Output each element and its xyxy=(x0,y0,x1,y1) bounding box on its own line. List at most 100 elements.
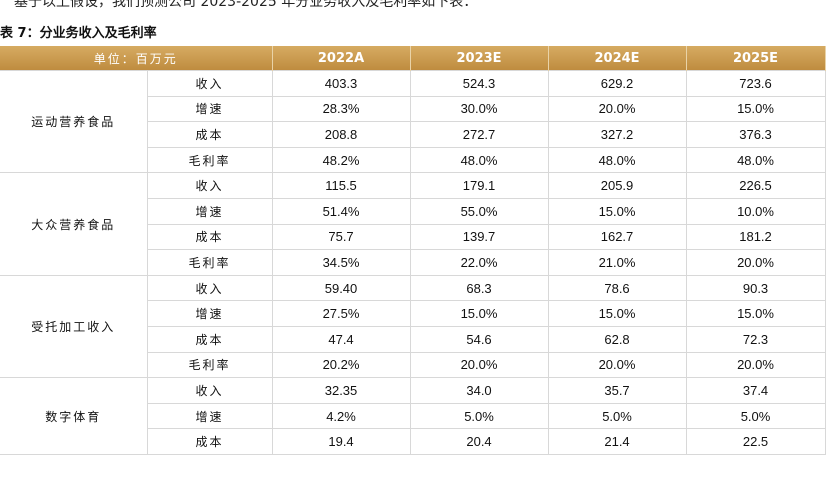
metric-value: 524.3 xyxy=(409,70,549,97)
metric-value: 48.0% xyxy=(409,146,549,174)
metric-value: 15.0% xyxy=(685,95,826,123)
data-table: 单位：百万元 2022A 2023E 2024E 2025E 运动营养食品 收入 403.3… xyxy=(0,46,826,455)
metric-value: 20.2% xyxy=(271,351,411,379)
year-header: 2024E xyxy=(548,46,687,71)
metric-value: 5.0% xyxy=(685,402,826,430)
table-row: 成本 19.4 20.4 21.4 22.5 xyxy=(0,428,826,455)
metric-value: 48.0% xyxy=(685,146,826,174)
metric-value: 20.0% xyxy=(409,351,549,379)
metric-value: 20.0% xyxy=(685,249,826,276)
metric-label: 增速 xyxy=(146,95,273,123)
metric-value: 51.4% xyxy=(271,197,411,225)
metric-value: 48.2% xyxy=(271,146,411,174)
metric-label: 成本 xyxy=(146,121,273,148)
metric-value: 19.4 xyxy=(271,428,411,455)
metric-value: 34.5% xyxy=(271,249,411,276)
metric-value: 15.0% xyxy=(409,300,549,327)
metric-label: 成本 xyxy=(146,428,273,455)
metric-label: 毛利率 xyxy=(146,351,273,379)
metric-value: 75.7 xyxy=(271,223,411,251)
segment-name: 大众营养食品 xyxy=(0,172,148,276)
table-row: 增速 28.3% 30.0% 20.0% 15.0% xyxy=(0,95,826,123)
table-row: 大众营养食品 收入 115.5 179.1 205.9 226.5 xyxy=(0,172,826,276)
metric-value: 78.6 xyxy=(547,274,687,302)
metric-value: 21.0% xyxy=(547,249,687,276)
table-row: 增速 51.4% 55.0% 15.0% 10.0% xyxy=(0,197,826,225)
metric-label: 毛利率 xyxy=(146,146,273,174)
metric-value: 15.0% xyxy=(547,197,687,225)
metric-label: 增速 xyxy=(146,197,273,225)
metric-value: 272.7 xyxy=(409,121,549,148)
metric-value: 723.6 xyxy=(685,70,826,97)
metric-value: 208.8 xyxy=(271,121,411,148)
metric-value: 90.3 xyxy=(685,274,826,302)
metric-value: 179.1 xyxy=(409,172,549,199)
metric-value: 115.5 xyxy=(271,172,411,199)
metric-value: 403.3 xyxy=(271,70,411,97)
unit-header: 单位：百万元 xyxy=(0,46,273,71)
metric-value: 181.2 xyxy=(685,223,826,251)
metric-label: 增速 xyxy=(146,300,273,327)
metric-value: 20.0% xyxy=(685,351,826,379)
metric-value: 59.40 xyxy=(271,274,411,302)
table-row: 成本 208.8 272.7 327.2 376.3 xyxy=(0,121,826,148)
table-row: 数字体育 收入 32.35 34.0 35.7 37.4 xyxy=(0,377,826,455)
table-row: 毛利率 20.2% 20.0% 20.0% 20.0% xyxy=(0,351,826,379)
metric-value: 22.0% xyxy=(409,249,549,276)
metric-value: 54.6 xyxy=(409,325,549,353)
table-row: 毛利率 34.5% 22.0% 21.0% 20.0% xyxy=(0,249,826,276)
segment-name: 数字体育 xyxy=(0,377,148,455)
year-header: 2022A xyxy=(272,46,411,71)
metric-label: 成本 xyxy=(146,223,273,251)
metric-label: 收入 xyxy=(146,70,273,97)
table-body: 运动营养食品 收入 403.3 524.3 629.2 723.6 增速 28.3% 30.0%… xyxy=(0,69,826,455)
metric-value: 226.5 xyxy=(685,172,826,199)
segment-name: 受托加工收入 xyxy=(0,274,148,379)
metric-label: 增速 xyxy=(146,402,273,430)
metric-value: 68.3 xyxy=(409,274,549,302)
metric-label: 毛利率 xyxy=(146,249,273,276)
metric-value: 376.3 xyxy=(685,121,826,148)
metric-value: 15.0% xyxy=(685,300,826,327)
metric-value: 35.7 xyxy=(547,377,687,404)
metric-value: 20.0% xyxy=(547,351,687,379)
metric-value: 62.8 xyxy=(547,325,687,353)
table-caption: 表 7：分业务收入及毛利率 xyxy=(0,26,157,41)
metric-value: 27.5% xyxy=(271,300,411,327)
table-row: 受托加工收入 收入 59.40 68.3 78.6 90.3 xyxy=(0,274,826,379)
metric-value: 5.0% xyxy=(409,402,549,430)
metric-value: 629.2 xyxy=(547,70,687,97)
metric-value: 47.4 xyxy=(271,325,411,353)
metric-value: 28.3% xyxy=(271,95,411,123)
table-row: 运动营养食品 收入 403.3 524.3 629.2 723.6 xyxy=(0,69,826,174)
metric-value: 21.4 xyxy=(547,428,687,455)
metric-value: 205.9 xyxy=(547,172,687,199)
metric-value: 55.0% xyxy=(409,197,549,225)
metric-value: 32.35 xyxy=(271,377,411,404)
header-row: 单位：百万元 2022A 2023E 2024E 2025E xyxy=(0,46,826,71)
metric-value: 34.0 xyxy=(409,377,549,404)
intro-text: 基于以上假设，我们预测公司 2023-2025 年分业务收入及毛利率如下表： xyxy=(14,0,478,10)
metric-label: 收入 xyxy=(146,274,273,302)
metric-value: 4.2% xyxy=(271,402,411,430)
metric-value: 48.0% xyxy=(547,146,687,174)
metric-label: 成本 xyxy=(146,325,273,353)
metric-value: 72.3 xyxy=(685,325,826,353)
metric-label: 收入 xyxy=(146,377,273,404)
metric-value: 162.7 xyxy=(547,223,687,251)
metric-value: 139.7 xyxy=(409,223,549,251)
metric-value: 5.0% xyxy=(547,402,687,430)
segment-name: 运动营养食品 xyxy=(0,69,148,174)
metric-value: 20.0% xyxy=(547,95,687,123)
metric-value: 30.0% xyxy=(409,95,549,123)
table-row: 毛利率 48.2% 48.0% 48.0% 48.0% xyxy=(0,146,826,174)
year-header: 2023E xyxy=(410,46,549,71)
metric-value: 10.0% xyxy=(685,197,826,225)
metric-value: 20.4 xyxy=(409,428,549,455)
metric-value: 37.4 xyxy=(685,377,826,404)
table-row: 成本 75.7 139.7 162.7 181.2 xyxy=(0,223,826,251)
year-header: 2025E xyxy=(686,46,826,71)
table-row: 增速 4.2% 5.0% 5.0% 5.0% xyxy=(0,402,826,430)
metric-value: 22.5 xyxy=(685,428,826,455)
